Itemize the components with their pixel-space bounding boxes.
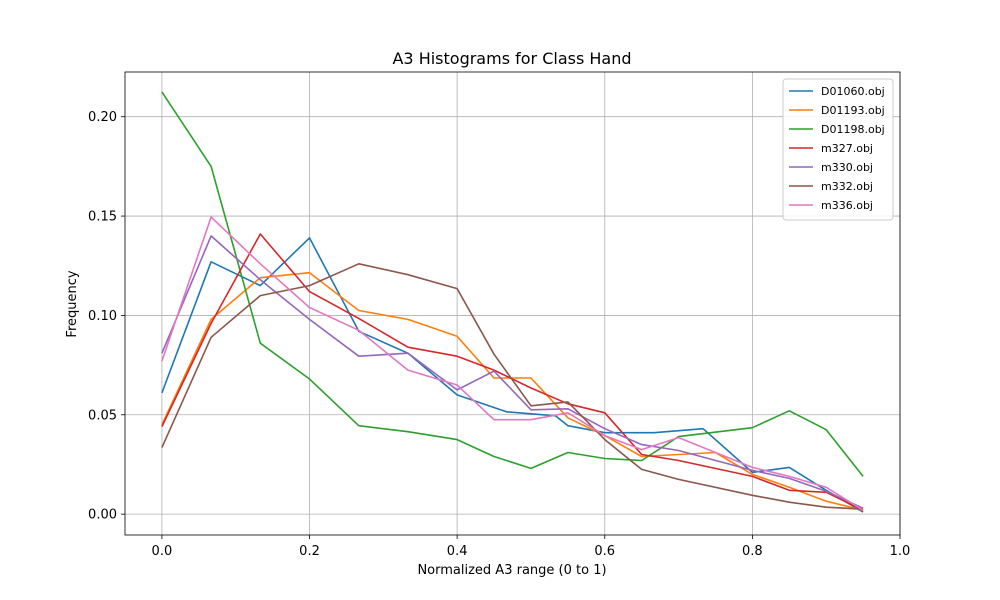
chart-title: A3 Histograms for Class Hand xyxy=(392,49,631,68)
series-line-d01193 xyxy=(161,271,864,511)
y-tick-label: 0.15 xyxy=(88,210,117,225)
series-line-m336 xyxy=(161,216,864,511)
series-layer xyxy=(161,91,864,513)
y-tick-label: 0.00 xyxy=(88,508,117,523)
x-axis-label: Normalized A3 range (0 to 1) xyxy=(417,563,606,578)
y-axis-label: Frequency xyxy=(65,270,80,337)
x-tick-label: 0.0 xyxy=(152,544,173,559)
tick-layer: 0.0 0.2 0.4 0.6 0.8 1.0 0.00 0.05 0.10 0.15 0.20 xyxy=(88,110,910,559)
legend-box xyxy=(782,78,894,221)
plot-frame xyxy=(124,71,901,536)
y-tick-label: 0.10 xyxy=(88,309,117,324)
series-line-m330 xyxy=(161,235,864,509)
series-line-m332 xyxy=(161,262,864,510)
legend: D01060.obj D01193.obj D01198.obj m327.obj m3… xyxy=(782,78,894,221)
legend-entry: D01193.obj xyxy=(821,104,885,117)
y-tick-label: 0.20 xyxy=(88,110,117,125)
x-tick-label: 0.6 xyxy=(594,544,615,559)
x-tick-label: 0.4 xyxy=(447,544,468,559)
legend-entry: D01198.obj xyxy=(821,123,885,136)
series-line-d01198 xyxy=(161,91,864,477)
legend-entry: D01060.obj xyxy=(821,85,885,98)
legend-entry: m336.obj xyxy=(821,199,873,212)
legend-entry: m327.obj xyxy=(821,142,873,155)
legend-entry: m332.obj xyxy=(821,180,873,193)
x-tick-label: 0.8 xyxy=(742,544,763,559)
y-tick-label: 0.05 xyxy=(88,408,117,423)
x-tick-label: 1.0 xyxy=(890,544,911,559)
series-line-m327 xyxy=(161,233,864,511)
legend-entry: m330.obj xyxy=(821,161,873,174)
x-tick-label: 0.2 xyxy=(299,544,320,559)
